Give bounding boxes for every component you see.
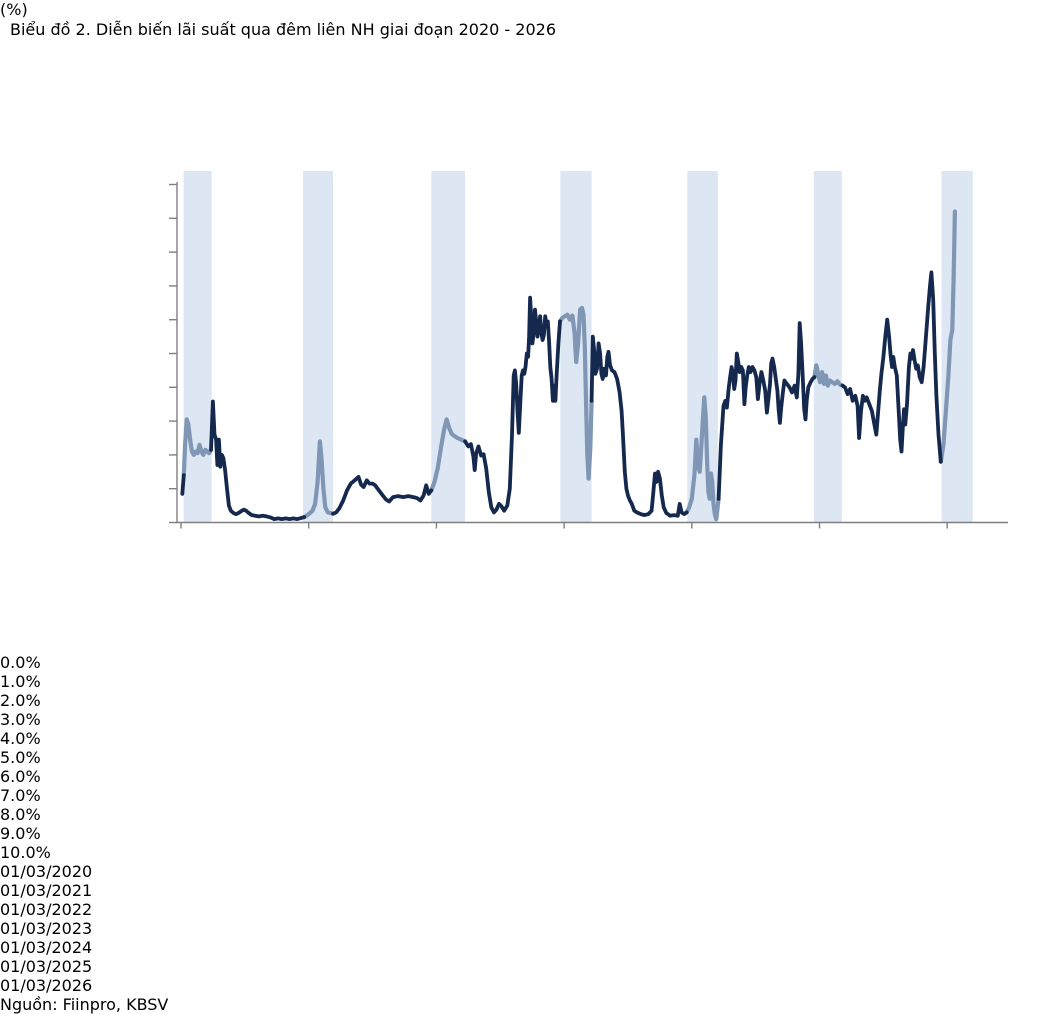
rate-line-tet-segment xyxy=(557,305,594,481)
x-tick-label: 01/03/2026 xyxy=(0,976,93,995)
highlight-band xyxy=(183,171,212,523)
rate-line-segment xyxy=(716,321,817,501)
y-tick-label: 0.0% xyxy=(0,653,41,672)
rate-line-segment xyxy=(209,399,307,521)
x-tick-label: 01/03/2025 xyxy=(0,957,93,976)
y-tick-label: 9.0% xyxy=(0,824,41,843)
highlight-band xyxy=(813,171,842,523)
rate-line-tet-segment xyxy=(938,209,957,464)
x-tick-label: 01/03/2023 xyxy=(0,919,93,938)
highlight-band xyxy=(941,171,973,523)
x-tick-label: 01/03/2024 xyxy=(0,938,93,957)
source-note: Nguồn: Fiinpro, KBSV xyxy=(0,995,169,1014)
y-tick-label: 3.0% xyxy=(0,710,41,729)
rate-line-tet-segment xyxy=(684,395,721,522)
y-tick-label: 10.0% xyxy=(0,843,51,862)
y-tick-label: 2.0% xyxy=(0,691,41,710)
rate-line-segment xyxy=(331,475,434,516)
y-axis-unit-label: (%) xyxy=(0,0,28,19)
chart-title: Biểu đồ 2. Diễn biến lãi suất qua đêm li… xyxy=(10,20,557,39)
report-page: Biểu đồ 2. Diễn biến lãi suất qua đêm li… xyxy=(0,0,1008,1014)
rate-line-tet-segment xyxy=(302,439,336,520)
rate-line-segment xyxy=(463,295,562,515)
y-tick-label: 1.0% xyxy=(0,672,41,691)
rate-line-segment xyxy=(180,473,186,496)
x-tick-label: 01/03/2022 xyxy=(0,900,93,919)
y-tick-label: 7.0% xyxy=(0,786,41,805)
rate-line-tet-segment xyxy=(429,417,468,493)
x-tick-label: 01/03/2021 xyxy=(0,881,93,900)
line-plot-svg xyxy=(169,171,1008,529)
y-tick-label: 8.0% xyxy=(0,805,41,824)
rate-line-tet-segment xyxy=(812,363,845,388)
y-tick-label: 5.0% xyxy=(0,748,41,767)
x-tick-label: 01/03/2020 xyxy=(0,862,93,881)
highlight-band xyxy=(687,171,718,523)
y-tick-label: 4.0% xyxy=(0,729,41,748)
y-tick-label: 6.0% xyxy=(0,767,41,786)
rate-line-segment xyxy=(840,270,943,464)
rate-line-tet-segment xyxy=(181,417,214,478)
rate-line-segment xyxy=(589,334,689,518)
